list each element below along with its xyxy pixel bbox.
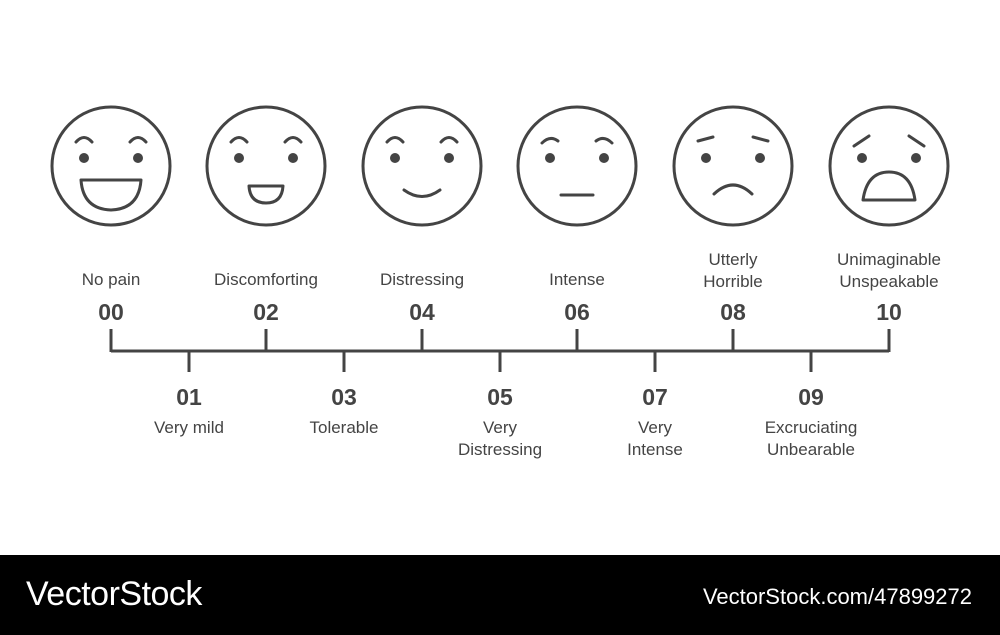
right-brow bbox=[594, 136, 614, 145]
label-05: Very Distressing bbox=[457, 418, 543, 459]
label-04: Distressing bbox=[379, 270, 465, 289]
left-brow bbox=[696, 135, 715, 143]
right-eye bbox=[133, 153, 143, 163]
face-outline bbox=[205, 105, 327, 227]
right-eye bbox=[444, 153, 454, 163]
mouth bbox=[861, 170, 917, 202]
face-outline bbox=[672, 105, 794, 227]
image-id: VectorStock.com/47899272 bbox=[702, 584, 972, 609]
level-02: 02 bbox=[253, 299, 279, 325]
right-brow bbox=[128, 136, 148, 144]
scale-axis bbox=[109, 329, 891, 372]
right-eye bbox=[755, 153, 765, 163]
label-02: Discomforting bbox=[214, 270, 318, 289]
smile-face-icon bbox=[205, 105, 327, 227]
mouth bbox=[247, 184, 285, 205]
left-brow bbox=[852, 134, 871, 148]
level-10: 10 bbox=[876, 299, 902, 325]
neutral-face-icon bbox=[516, 105, 638, 227]
left-eye bbox=[701, 153, 711, 163]
face-outline bbox=[361, 105, 483, 227]
left-eye bbox=[234, 153, 244, 163]
label-01: Very mild bbox=[154, 418, 224, 437]
left-brow bbox=[229, 136, 249, 144]
face-outline bbox=[516, 105, 638, 227]
left-brow bbox=[385, 136, 405, 144]
left-eye bbox=[390, 153, 400, 163]
face-outline bbox=[50, 105, 172, 227]
left-brow bbox=[74, 136, 94, 144]
anguished-face-icon bbox=[828, 105, 950, 227]
level-08: 08 bbox=[720, 299, 746, 325]
slight-smile-face-icon bbox=[361, 105, 483, 227]
left-eye bbox=[79, 153, 89, 163]
big-smile-face-icon bbox=[50, 105, 172, 227]
left-eye bbox=[545, 153, 555, 163]
right-brow bbox=[439, 136, 459, 144]
pain-scale-art bbox=[50, 105, 950, 372]
right-brow bbox=[751, 135, 770, 143]
label-10: Unimaginable Unspeakable bbox=[837, 250, 941, 291]
label-07: Very Intense bbox=[627, 418, 683, 459]
mouth bbox=[712, 183, 754, 196]
level-07: 07 bbox=[642, 384, 668, 410]
right-eye bbox=[288, 153, 298, 163]
label-08: Utterly Horrible bbox=[703, 250, 763, 291]
right-brow bbox=[907, 134, 926, 148]
level-05: 05 bbox=[487, 384, 513, 410]
level-09: 09 bbox=[798, 384, 824, 410]
footer-bar: VectorStock VectorStock.com/47899272 bbox=[0, 555, 1000, 635]
label-06: Intense bbox=[549, 270, 605, 289]
left-eye bbox=[857, 153, 867, 163]
label-00: No pain bbox=[81, 270, 141, 289]
pain-scale-diagram: No pain Discomforting Distressing Intens… bbox=[50, 105, 950, 459]
mouth bbox=[402, 188, 442, 198]
mouth bbox=[79, 178, 143, 212]
right-eye bbox=[911, 153, 921, 163]
right-eye bbox=[599, 153, 609, 163]
label-03: Tolerable bbox=[309, 418, 379, 437]
face-outline bbox=[828, 105, 950, 227]
level-03: 03 bbox=[331, 384, 357, 410]
right-brow bbox=[283, 136, 303, 144]
frown-face-icon bbox=[672, 105, 794, 227]
brand-logo: VectorStock bbox=[26, 575, 202, 613]
level-01: 01 bbox=[176, 384, 202, 410]
label-09: Excruciating Unbearable bbox=[764, 418, 858, 459]
level-06: 06 bbox=[564, 299, 590, 325]
left-brow bbox=[540, 136, 560, 145]
level-00: 00 bbox=[98, 299, 124, 325]
level-04: 04 bbox=[409, 299, 435, 325]
